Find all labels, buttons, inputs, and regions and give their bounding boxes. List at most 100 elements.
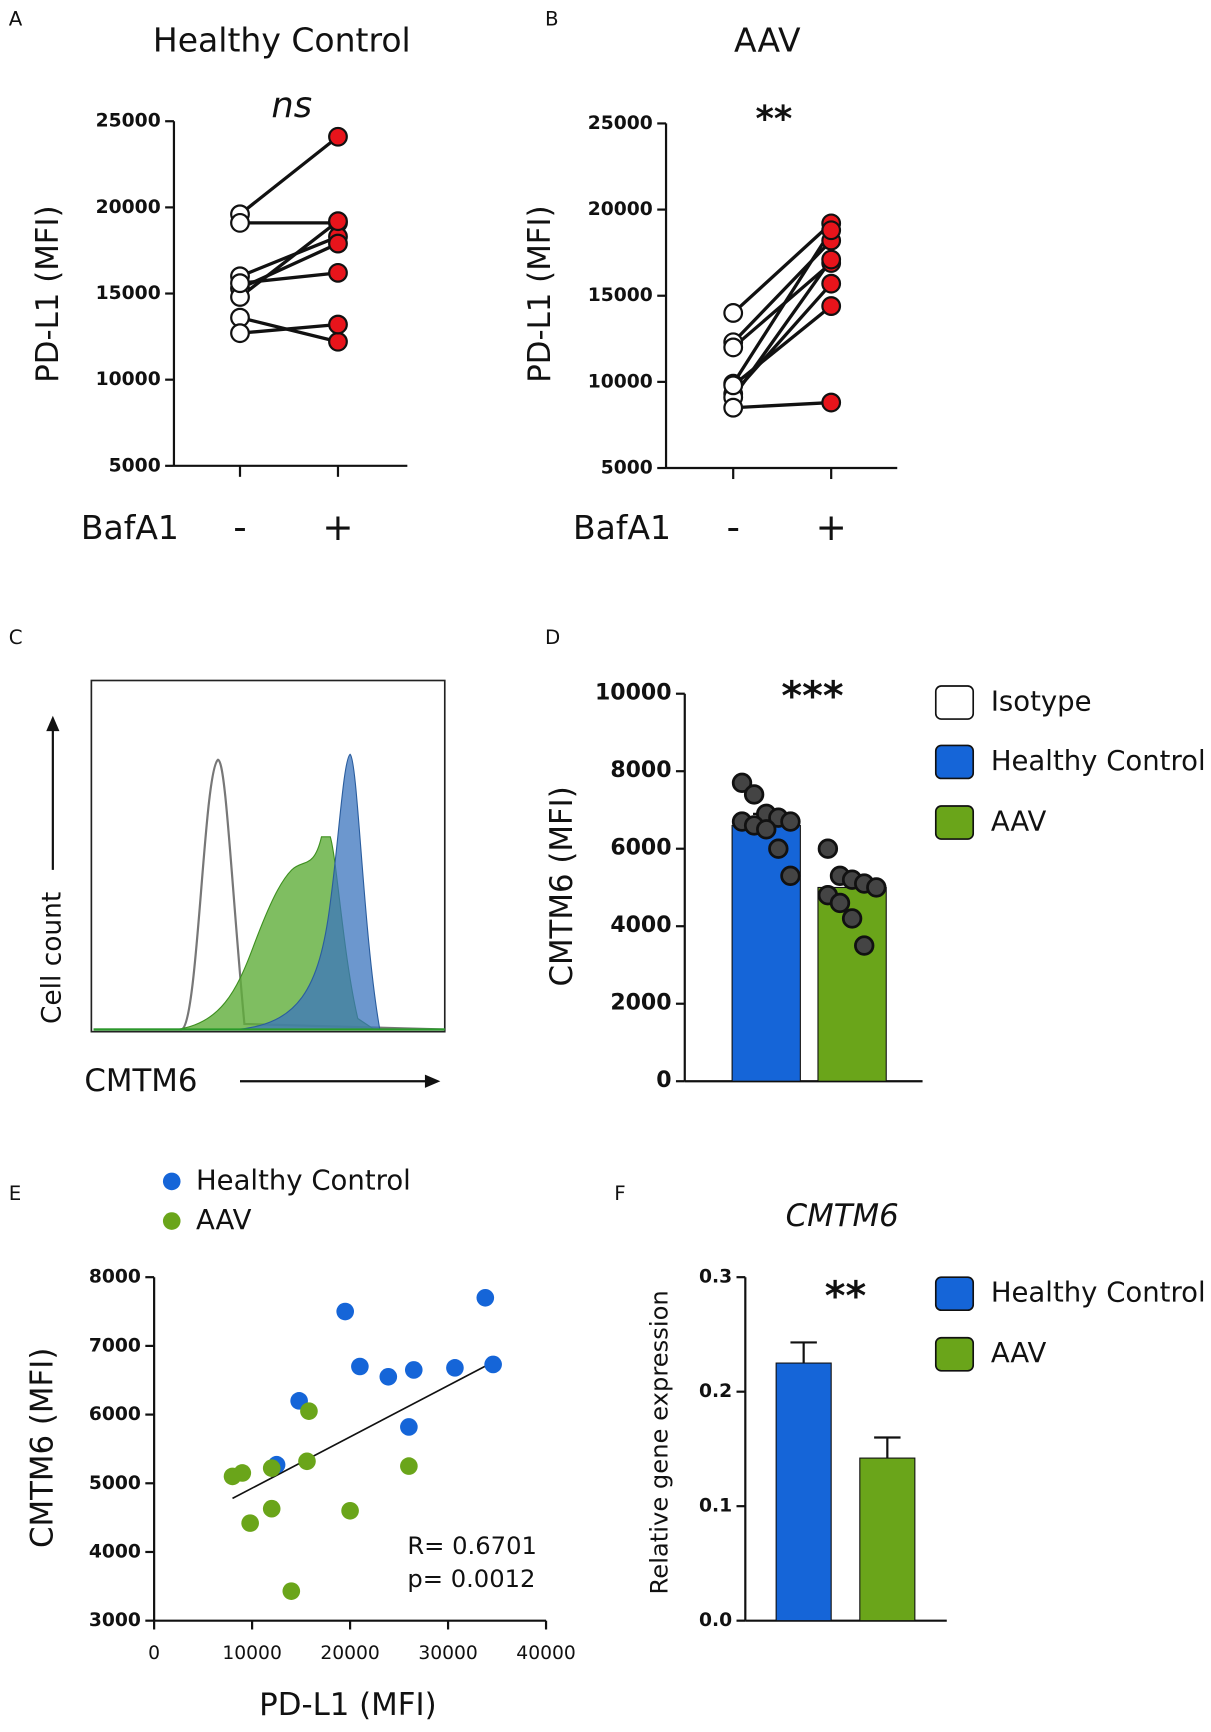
panel-letter: B [545, 7, 559, 30]
y-tick-label: 10000 [588, 371, 653, 392]
y-tick-label: 0.0 [699, 1610, 732, 1631]
point [780, 865, 801, 887]
trend-line [232, 1364, 488, 1500]
isotype-curve [93, 758, 445, 1031]
significance: ** [825, 1274, 866, 1320]
pair-line [239, 235, 339, 278]
legend-label: Isotype [991, 686, 1092, 718]
x-tick-label: 40000 [516, 1643, 576, 1664]
legend-label: AAV [196, 1204, 252, 1236]
y-axis-label: CMTM6 (MFI) [25, 1348, 61, 1548]
flow-histogram [46, 679, 446, 1088]
point [756, 819, 777, 840]
point [262, 1459, 281, 1477]
point [821, 392, 842, 413]
y-tick-label: 25000 [588, 113, 653, 134]
stat-annotation: R= 0.6701 [407, 1532, 537, 1560]
y-tick-label: 0.3 [699, 1267, 732, 1288]
legend-swatch [934, 685, 975, 720]
y-tick-label: 6000 [610, 836, 671, 861]
point [484, 1355, 502, 1374]
stat-annotation: p= 0.0012 [407, 1565, 535, 1593]
point [743, 784, 765, 805]
pair-line [732, 304, 833, 387]
y-tick-label: 15000 [96, 283, 161, 304]
panel-letter: C [9, 626, 23, 649]
y-tick-label: 0 [656, 1068, 671, 1093]
y-tick-label: 3000 [89, 1610, 141, 1631]
legend-label: Healthy Control [991, 745, 1206, 777]
bar [731, 824, 801, 1082]
x-tick-label: 20000 [320, 1643, 380, 1664]
y-tick-label: 8000 [610, 758, 671, 783]
point [241, 1514, 259, 1532]
point [298, 1452, 316, 1471]
pair-line [731, 258, 833, 399]
y-tick-label: 5000 [109, 455, 161, 476]
point [262, 1499, 281, 1518]
legend-marker [162, 1172, 181, 1191]
point [723, 303, 744, 323]
y-axis-label: CMTM6 (MFI) [544, 786, 580, 986]
legend-label: Healthy Control [196, 1164, 411, 1196]
y-axis-label: Relative gene expression [646, 1290, 674, 1594]
y-tick-label: 7000 [89, 1335, 141, 1356]
point [328, 331, 348, 352]
significance: *** [781, 674, 843, 720]
legend-label: Healthy Control [991, 1277, 1206, 1309]
y-axis-label: PD-L1 (MFI) [522, 205, 558, 382]
legend-swatch [934, 1276, 975, 1312]
point [233, 1464, 252, 1482]
point [300, 1402, 318, 1420]
panel-letter: F [614, 1182, 625, 1205]
point [476, 1288, 495, 1307]
y-tick-label: 5000 [89, 1473, 141, 1494]
y-tick-label: 6000 [89, 1404, 141, 1425]
legend-label: AAV [991, 806, 1047, 838]
point [404, 1361, 423, 1379]
chart-title: CMTM6 [786, 1198, 899, 1234]
point [731, 772, 753, 794]
y-axis-label: Cell count [36, 892, 67, 1024]
legend-label: AAV [991, 1337, 1047, 1369]
point [817, 838, 839, 859]
point [446, 1359, 464, 1377]
point [328, 314, 348, 335]
pair-line [732, 222, 833, 315]
y-tick-label: 10000 [595, 681, 672, 706]
x-tick-label: 30000 [418, 1643, 478, 1664]
point [829, 892, 851, 914]
point [282, 1582, 301, 1600]
point [866, 877, 887, 898]
x-tick-label: 10000 [222, 1643, 282, 1664]
point [328, 126, 348, 147]
point [351, 1357, 369, 1376]
y-tick-label: 0.2 [699, 1381, 732, 1402]
point [379, 1367, 398, 1386]
panel-letter: D [545, 626, 560, 649]
legend-swatch [934, 805, 975, 840]
pair-line [238, 135, 340, 216]
legend-marker [162, 1212, 181, 1230]
pair-line [239, 322, 339, 335]
point [821, 220, 842, 241]
point [768, 838, 789, 859]
significance: ** [756, 99, 793, 140]
chart-title: AAV [734, 20, 801, 59]
x-axis-label: BafA1 [81, 508, 179, 547]
x-axis-label: BafA1 [573, 508, 671, 547]
bar [775, 1362, 832, 1622]
x-axis-label: PD-L1 (MFI) [259, 1687, 436, 1723]
bar [859, 1457, 916, 1622]
x-arrowhead [424, 1074, 441, 1088]
healthy-curve [236, 753, 381, 1031]
category-label: + [322, 505, 353, 549]
point [341, 1501, 359, 1520]
point [328, 233, 348, 254]
y-tick-label: 8000 [89, 1267, 141, 1288]
y-arrowhead [46, 715, 60, 732]
point [230, 212, 250, 233]
x-tick-label: 0 [148, 1643, 160, 1664]
